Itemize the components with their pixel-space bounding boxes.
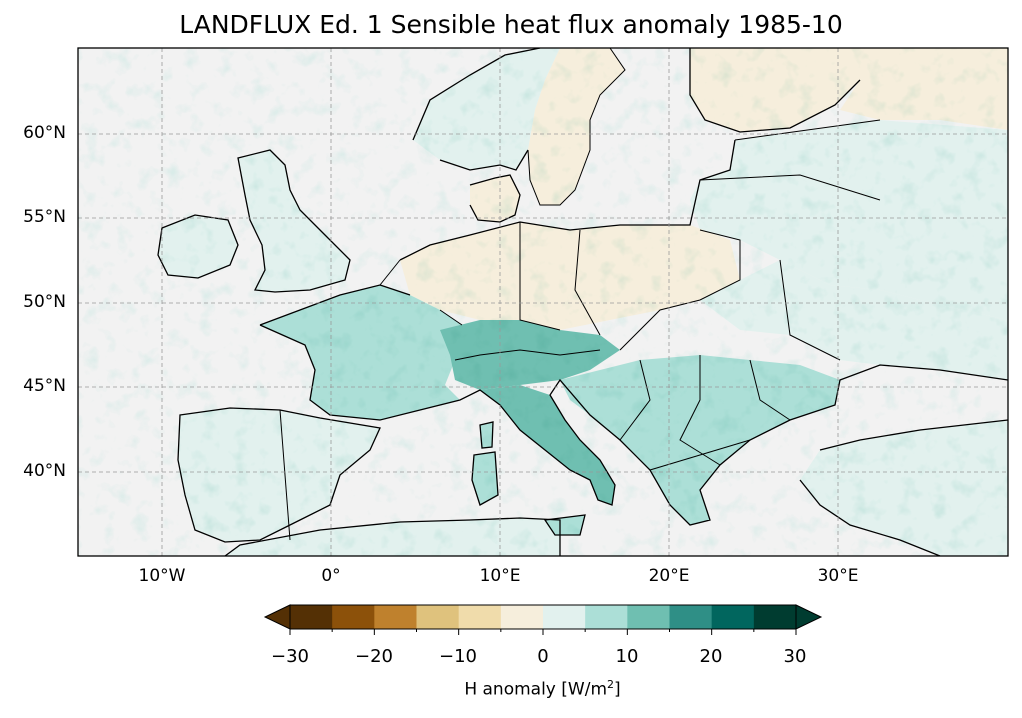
map-title: LANDFLUX Ed. 1 Sensible heat flux anomal… <box>179 10 843 39</box>
colorbar-segment <box>458 605 502 629</box>
country-borders <box>279 48 881 541</box>
colorbar-segment <box>711 605 755 629</box>
colorbar-extend-max <box>795 604 823 630</box>
colorbar-tick-label: 0 <box>537 646 549 667</box>
lat-tick-label: 50°N <box>23 292 66 312</box>
colorbar <box>263 604 823 635</box>
colorbar-label: H anomaly [W/m2] <box>464 678 621 700</box>
map-frame <box>77 47 1009 557</box>
gridlines <box>78 48 1008 556</box>
lon-tick-label: 10°E <box>479 566 521 586</box>
colorbar-tick-label: 20 <box>699 646 723 667</box>
colorbar-segment <box>500 605 544 629</box>
colorbar-tick-label: −10 <box>439 646 477 667</box>
colorbar-tick-label: −20 <box>355 646 393 667</box>
lat-tick-label: 40°N <box>23 461 66 481</box>
lon-tick-label: 10°W <box>138 566 186 586</box>
colorbar-segment <box>374 605 417 629</box>
lon-tick-label: 20°E <box>648 566 690 586</box>
colorbar-segment <box>332 605 375 629</box>
colorbar-segment <box>627 605 670 629</box>
colorbar-segment <box>543 605 586 629</box>
colorbar-tick-label: 30 <box>783 646 807 667</box>
colorbar-segment <box>669 605 713 629</box>
lon-tick-label: 30°E <box>817 566 859 586</box>
colorbar-segment <box>416 605 460 629</box>
lat-tick-label: 55°N <box>23 207 66 227</box>
colorbar-segment <box>290 605 333 629</box>
coastlines <box>157 48 1008 556</box>
colorbar-segment <box>585 605 628 629</box>
lon-tick-label: 0° <box>321 566 341 586</box>
land-layer <box>78 48 1008 556</box>
lat-tick-label: 60°N <box>23 123 66 143</box>
colorbar-extend-min <box>263 604 291 630</box>
colorbar-tick-label: 10 <box>615 646 639 667</box>
colorbar-segment <box>753 605 797 629</box>
lat-tick-label: 45°N <box>23 376 66 396</box>
colorbar-tick-label: −30 <box>271 646 309 667</box>
